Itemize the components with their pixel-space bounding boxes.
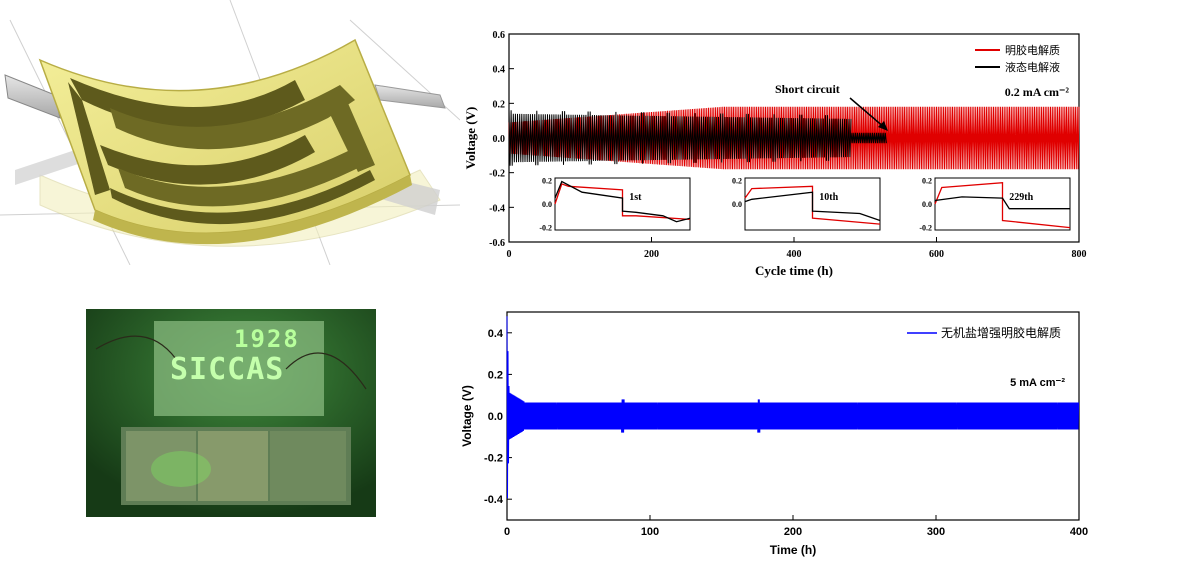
x-tick-label: 100 [641,526,659,538]
inset-cycle-label: 229th [1009,192,1033,203]
inset-cycle-label: 1st [629,192,642,203]
led-sign-line1: 1928 [234,325,300,353]
chart-cycling-voltage: 0.6 0.4 0.2 0.0 -0.2 -0.4 -0.6 0 200 400 600 800 V… [455,20,1095,282]
series-inorganic-gelatin-line [506,316,1080,499]
y-tick-label: -0.4 [484,494,504,506]
y-tick-label: 0.4 [488,328,504,340]
inset-10th: 0.2 0.0 10th [732,176,881,231]
inset-y-tick-label: -0.2 [919,224,932,233]
y-tick-label: 0.6 [493,30,506,41]
x-tick-label: 400 [1070,526,1088,538]
series-liquid-short-circuit [850,132,887,144]
x-tick-label: 0 [504,526,510,538]
y-tick-label: 0.2 [488,369,503,381]
x-tick-label: 600 [929,249,944,260]
y-tick-label: 0.0 [493,134,506,145]
inset-gelatin-line [554,183,691,221]
x-tick-label: 0 [507,249,512,260]
inset-y-tick-label: 0.0 [732,200,742,209]
inset-y-tick-label: 0.2 [542,176,552,185]
short-circuit-arrowhead [878,121,888,131]
inset-y-tick-label: 0.0 [542,200,552,209]
legend: 无机盐增强明胶电解质 [907,325,1061,340]
inset-y-tick-label: 0.0 [922,200,932,209]
y-tick-label: 0.0 [488,411,503,423]
flexible-electrode-illustration [0,0,461,266]
legend-label-liquid: 液态电解液 [1005,60,1060,74]
x-axis-label: Cycle time (h) [755,263,833,278]
y-tick-label: -0.6 [489,238,505,249]
legend-label-gelatin: 明胶电解质 [1005,43,1060,57]
inset-liquid-line [554,180,691,223]
inset-y-tick-label: -0.2 [539,224,552,233]
annotation-current-density: 0.2 mA cm⁻² [1005,85,1070,99]
x-axis-label: Time (h) [770,543,816,557]
x-tick-label: 800 [1072,249,1087,260]
x-tick-label: 400 [787,249,802,260]
inset-y-tick-label: 0.2 [732,176,742,185]
inset-229th: 0.2 0.0 -0.2 229th [919,176,1071,233]
inset-liquid-line [934,196,1070,210]
x-tick-label: 200 [644,249,659,260]
inset-1st: 0.2 0.0 -0.2 1st [539,176,691,233]
legend-label-inorganic-gelatin: 无机盐增强明胶电解质 [941,325,1061,340]
y-axis-label: Voltage (V) [463,107,478,170]
y-tick-label: -0.2 [484,453,503,465]
y-tick-label: 0.2 [493,99,506,110]
y-axis-label: Voltage (V) [460,385,474,447]
series-liquid-line [508,110,852,166]
x-tick-label: 300 [927,526,945,538]
y-tick-label: 0.4 [493,65,506,76]
legend: 明胶电解质 液态电解液 [975,43,1060,74]
y-tick-label: -0.2 [489,169,505,180]
x-tick-label: 200 [784,526,802,538]
inset-gelatin-line [934,181,1071,229]
led-demo-photo: 1928 SICCAS [86,309,376,517]
inset-liquid-line [744,191,881,222]
inset-y-tick-label: 0.2 [922,176,932,185]
short-circuit-arrow [849,97,886,129]
annotation-short-circuit: Short circuit [775,82,840,96]
annotation-current-density: 5 mA cm⁻² [1010,377,1065,389]
y-tick-label: -0.4 [489,203,505,214]
chart-long-term-voltage: 0.4 0.2 0.0 -0.2 -0.4 0 100 200 300 400 Voltage … [455,300,1095,562]
led-sign-line2: SICCAS [170,352,284,387]
inset-cycle-label: 10th [819,192,838,203]
inset-gelatin-line [744,185,881,225]
